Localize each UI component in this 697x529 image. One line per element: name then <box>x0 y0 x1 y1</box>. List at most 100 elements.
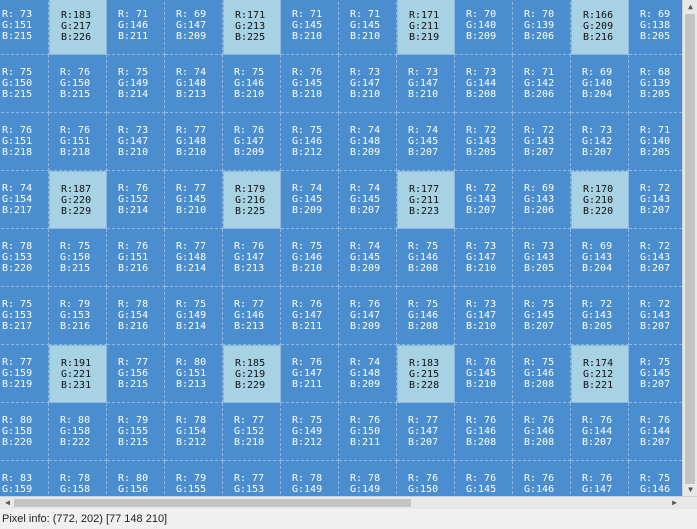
pixel-cell[interactable]: R: 72 G:143 B:205 <box>571 287 629 345</box>
vertical-scrollbar[interactable]: ▲ ▼ <box>682 0 697 496</box>
pixel-cell[interactable]: R: 76 G:144 B:207 <box>571 403 629 461</box>
pixel-cell[interactable]: R:177 G:211 B:223 <box>397 171 455 229</box>
pixel-cell[interactable]: R: 74 G:154 B:217 <box>0 171 49 229</box>
pixel-cell[interactable]: R: 75 G:153 B:217 <box>0 287 49 345</box>
pixel-cell[interactable]: R: 74 G:145 B:209 <box>339 229 397 287</box>
pixel-cell[interactable]: R: 75 G:146 B:212 <box>281 113 339 171</box>
pixel-cell[interactable]: R:171 G:211 B:219 <box>397 0 455 55</box>
pixel-cell[interactable]: R: 75 G:146 B:210 <box>223 55 281 113</box>
pixel-cell[interactable]: R:187 G:220 B:229 <box>49 171 107 229</box>
pixel-cell[interactable]: R: 77 G:145 B:210 <box>165 171 223 229</box>
scroll-up-icon[interactable]: ▲ <box>688 1 693 11</box>
pixel-cell[interactable]: R: 69 G:138 B:205 <box>629 0 682 55</box>
pixel-cell[interactable]: R: 69 G:140 B:204 <box>571 55 629 113</box>
pixel-cell[interactable]: R: 73 G:147 B:210 <box>455 287 513 345</box>
pixel-cell[interactable]: R: 77 G:156 B:215 <box>107 345 165 403</box>
pixel-cell[interactable]: R: 77 G:152 B:210 <box>223 403 281 461</box>
pixel-cell[interactable]: R: 75 G:145 B:207 <box>513 287 571 345</box>
pixel-cell[interactable]: R: 77 G:159 B:219 <box>0 345 49 403</box>
scroll-right-icon[interactable]: ▶ <box>672 498 677 507</box>
pixel-cell[interactable]: R: 70 G:139 B:206 <box>513 0 571 55</box>
pixel-cell[interactable]: R: 76 G:150 B:211 <box>339 403 397 461</box>
horizontal-scroll-thumb[interactable] <box>14 499 411 507</box>
pixel-cell[interactable]: R: 73 G:144 B:208 <box>455 55 513 113</box>
scroll-left-icon[interactable]: ◀ <box>5 498 10 507</box>
pixel-cell[interactable]: R: 77 G:147 B:207 <box>397 403 455 461</box>
pixel-cell[interactable]: R: 75 G:150 B:215 <box>49 229 107 287</box>
pixel-cell[interactable]: R: 76 G:151 B:216 <box>107 229 165 287</box>
pixel-cell[interactable]: R:179 G:216 B:225 <box>223 171 281 229</box>
pixel-cell[interactable]: R:174 G:212 B:221 <box>571 345 629 403</box>
pixel-cell[interactable]: R: 79 G:155 B:215 <box>107 403 165 461</box>
pixel-cell[interactable]: R: 75 G:149 B:214 <box>107 55 165 113</box>
pixel-cell[interactable]: R: 80 G:158 B:222 <box>49 403 107 461</box>
pixel-cell[interactable]: R: 73 G:143 B:205 <box>513 229 571 287</box>
horizontal-scrollbar[interactable]: ◀ ▶ <box>0 496 697 509</box>
pixel-cell[interactable]: R: 78 G:154 B:216 <box>107 287 165 345</box>
pixel-cell[interactable]: R:183 G:215 B:228 <box>397 345 455 403</box>
pixel-cell[interactable]: R: 74 G:145 B:207 <box>339 171 397 229</box>
pixel-cell[interactable]: R:191 G:221 B:231 <box>49 345 107 403</box>
pixel-cell[interactable]: R: 76 G:147 B:209 <box>339 287 397 345</box>
pixel-cell[interactable]: R: 76 G:146 B:208 <box>455 403 513 461</box>
pixel-cell[interactable]: R: 74 G:148 B:209 <box>339 113 397 171</box>
pixel-cell[interactable]: R: 75 G:145 B:207 <box>629 345 682 403</box>
pixel-cell[interactable]: R: 72 G:143 B:207 <box>629 287 682 345</box>
pixel-cell[interactable]: R: 76 G:147 B:211 <box>281 287 339 345</box>
pixel-cell[interactable]: R: 76 G:144 B:207 <box>629 403 682 461</box>
vertical-scroll-thumb[interactable] <box>685 14 695 484</box>
pixel-cell[interactable]: R: 70 G:140 B:209 <box>455 0 513 55</box>
pixel-cell[interactable]: R: 76 G:146 B:208 <box>513 403 571 461</box>
pixel-cell[interactable]: R: 73 G:147 B:210 <box>107 113 165 171</box>
pixel-cell[interactable]: R: 68 G:139 B:205 <box>629 55 682 113</box>
pixel-cell[interactable]: R: 72 G:143 B:207 <box>629 229 682 287</box>
pixel-cell[interactable]: R:183 G:217 B:226 <box>49 0 107 55</box>
pixel-cell[interactable]: R: 75 G:149 B:212 <box>281 403 339 461</box>
pixel-cell[interactable]: R: 71 G:142 B:206 <box>513 55 571 113</box>
pixel-cell[interactable]: R: 72 G:143 B:207 <box>455 171 513 229</box>
pixel-cell[interactable]: R: 76 G:147 B:209 <box>223 113 281 171</box>
pixel-cell[interactable]: R:171 G:213 B:225 <box>223 0 281 55</box>
pixel-cell[interactable]: R: 77 G:148 B:210 <box>165 113 223 171</box>
pixel-cell[interactable]: R: 71 G:145 B:210 <box>339 0 397 55</box>
pixel-cell[interactable]: R: 80 G:158 B:220 <box>0 403 49 461</box>
pixel-cell[interactable]: R: 76 G:150 B:215 <box>49 55 107 113</box>
pixel-cell[interactable]: R: 69 G:147 B:209 <box>165 0 223 55</box>
pixel-cell[interactable]: R: 75 G:150 B:215 <box>0 55 49 113</box>
pixel-cell[interactable]: R: 73 G:151 B:215 <box>0 0 49 55</box>
pixel-cell[interactable]: R: 74 G:148 B:209 <box>339 345 397 403</box>
pixel-cell[interactable]: R: 73 G:142 B:207 <box>571 113 629 171</box>
scroll-down-icon[interactable]: ▼ <box>688 484 693 494</box>
pixel-cell[interactable]: R: 73 G:147 B:210 <box>397 55 455 113</box>
pixel-cell[interactable]: R: 76 G:147 B:211 <box>281 345 339 403</box>
pixel-cell[interactable]: R:166 G:209 B:216 <box>571 0 629 55</box>
pixel-cell[interactable]: R: 72 G:143 B:205 <box>455 113 513 171</box>
pixel-cell[interactable]: R: 76 G:152 B:214 <box>107 171 165 229</box>
pixel-cell[interactable]: R: 73 G:147 B:210 <box>455 229 513 287</box>
pixel-cell[interactable]: R: 80 G:151 B:213 <box>165 345 223 403</box>
pixel-cell[interactable]: R:185 G:219 B:229 <box>223 345 281 403</box>
pixel-cell[interactable]: R: 69 G:143 B:204 <box>571 229 629 287</box>
pixel-grid-viewport[interactable]: R: 73 G:151 B:215 R:183 G:217 B:226 R: 71 G:146… <box>0 0 682 496</box>
pixel-cell[interactable]: R: 72 G:143 B:207 <box>513 113 571 171</box>
pixel-cell[interactable]: R: 74 G:145 B:209 <box>281 171 339 229</box>
pixel-cell[interactable]: R: 71 G:145 B:210 <box>281 0 339 55</box>
pixel-cell[interactable]: R: 72 G:143 B:207 <box>629 171 682 229</box>
pixel-cell[interactable]: R: 78 G:154 B:212 <box>165 403 223 461</box>
pixel-cell[interactable]: R: 77 G:146 B:213 <box>223 287 281 345</box>
